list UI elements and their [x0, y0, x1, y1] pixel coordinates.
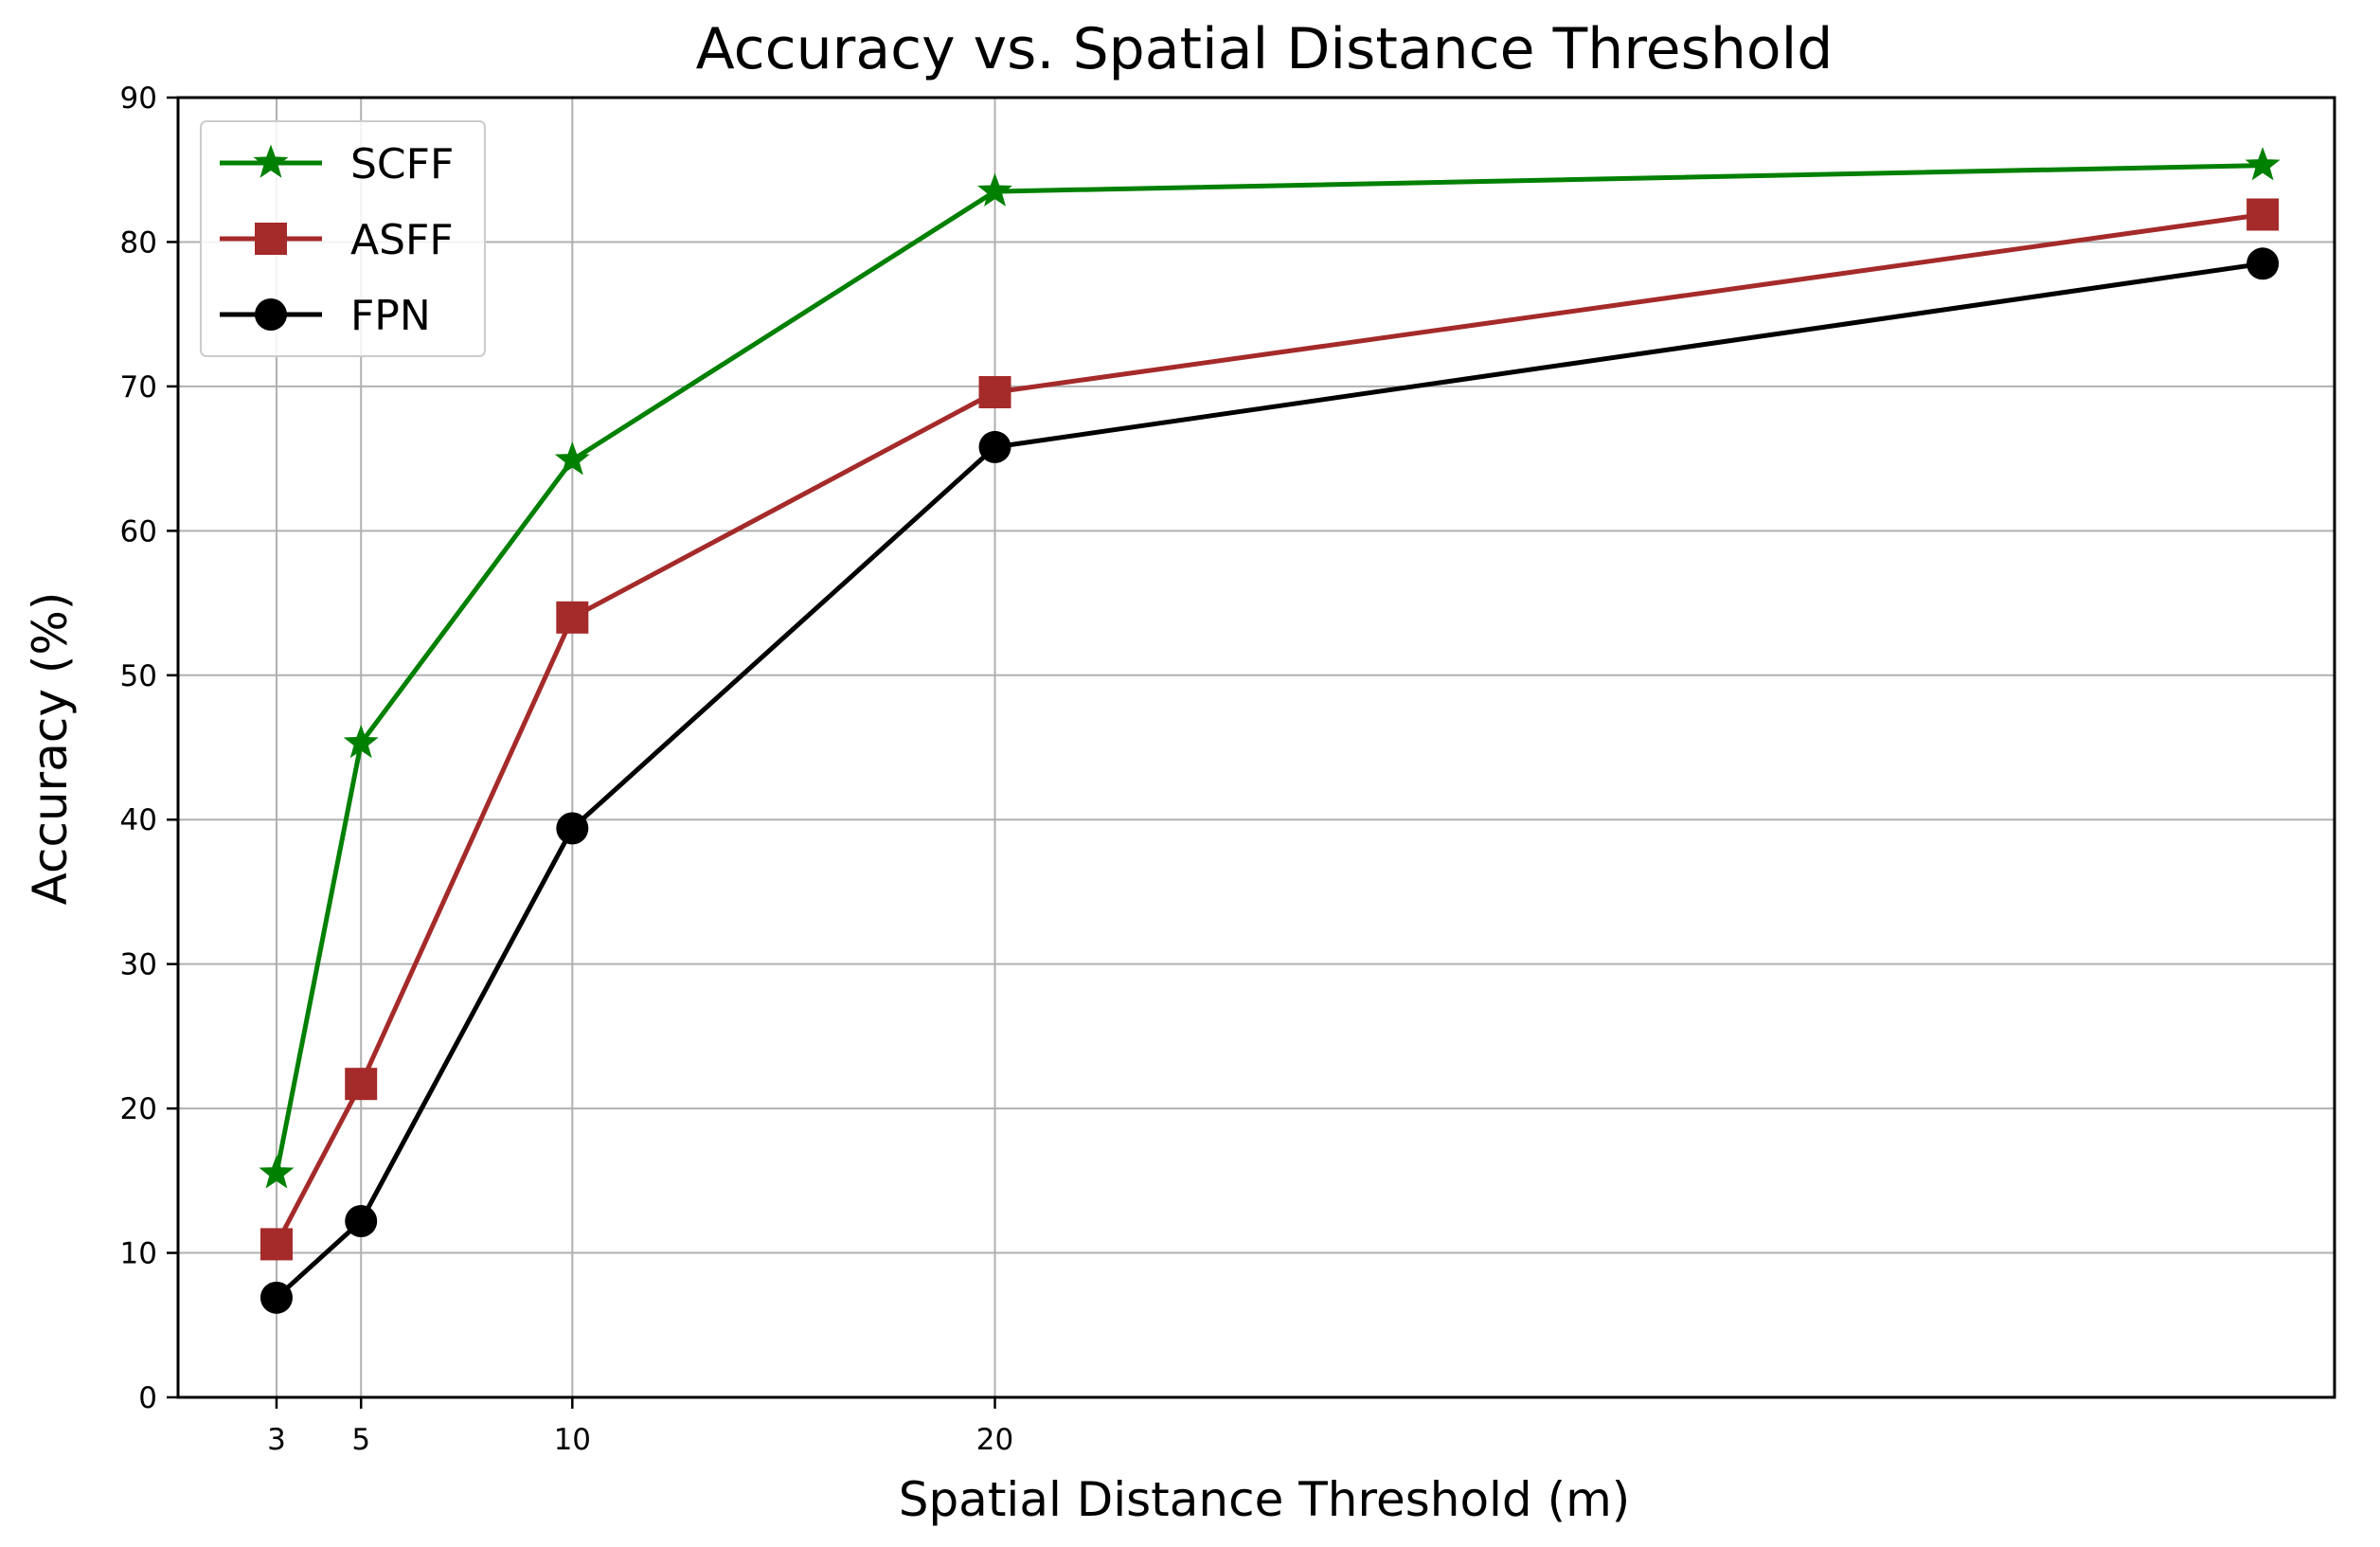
data-point-fpn: [2246, 247, 2280, 280]
legend-label-fpn: FPN: [350, 292, 431, 340]
data-point-asff: [978, 375, 1011, 408]
y-tick-label: 90: [120, 81, 157, 116]
legend-marker-asff: [255, 223, 287, 255]
data-point-asff: [345, 1068, 378, 1101]
data-point-asff: [259, 1228, 293, 1261]
series-line-scff: [274, 163, 2264, 1175]
series-line-fpn: [275, 261, 2264, 1300]
x-tick-label: 5: [351, 1423, 370, 1457]
data-point-fpn: [556, 812, 589, 845]
plot-frame: [176, 96, 2336, 1399]
y-tick-label: 80: [120, 225, 157, 260]
y-tick-label: 10: [120, 1237, 157, 1271]
y-tick-label: 0: [138, 1381, 157, 1415]
y-axis-label: Accuracy (%): [23, 592, 78, 906]
legend-label-asff: ASFF: [350, 216, 454, 264]
data-point-scff: [259, 1155, 295, 1189]
y-tick-label: 40: [120, 803, 157, 837]
legend-marker-scff: [253, 144, 289, 178]
data-point-fpn: [345, 1205, 378, 1238]
grid-lines: [178, 97, 2335, 1398]
chart-title: Accuracy vs. Spatial Distance Threshold: [696, 16, 1834, 82]
axis-ticks: 0 10 20 30 40 50 60 70 80 90 3 5 10 20: [120, 81, 1014, 1457]
legend-label-scff: SCFF: [350, 140, 454, 189]
data-point-asff: [2246, 198, 2280, 231]
legend-marker-fpn: [255, 298, 287, 331]
x-tick-label: 10: [554, 1423, 591, 1457]
y-tick-label: 30: [120, 948, 157, 982]
x-tick-label: 20: [976, 1423, 1013, 1457]
legend: SCFF ASFF FPN: [200, 120, 486, 357]
data-point-scff: [977, 172, 1012, 207]
data-point-asff: [556, 601, 589, 634]
data-point-scff: [554, 441, 590, 476]
data-point-scff: [343, 724, 379, 759]
y-tick-label: 70: [120, 370, 157, 405]
y-tick-label: 60: [120, 514, 157, 549]
y-tick-label: 20: [120, 1092, 157, 1126]
data-point-fpn: [978, 430, 1011, 463]
x-tick-label: 3: [267, 1423, 286, 1457]
data-point-scff: [2245, 147, 2281, 181]
series-layer: [259, 147, 2281, 1314]
data-point-fpn: [259, 1281, 293, 1314]
x-axis-label: Spatial Distance Threshold (m): [899, 1472, 1631, 1527]
y-tick-label: 50: [120, 659, 157, 693]
series-line-asff: [274, 212, 2264, 1246]
legend-box: [200, 120, 486, 357]
